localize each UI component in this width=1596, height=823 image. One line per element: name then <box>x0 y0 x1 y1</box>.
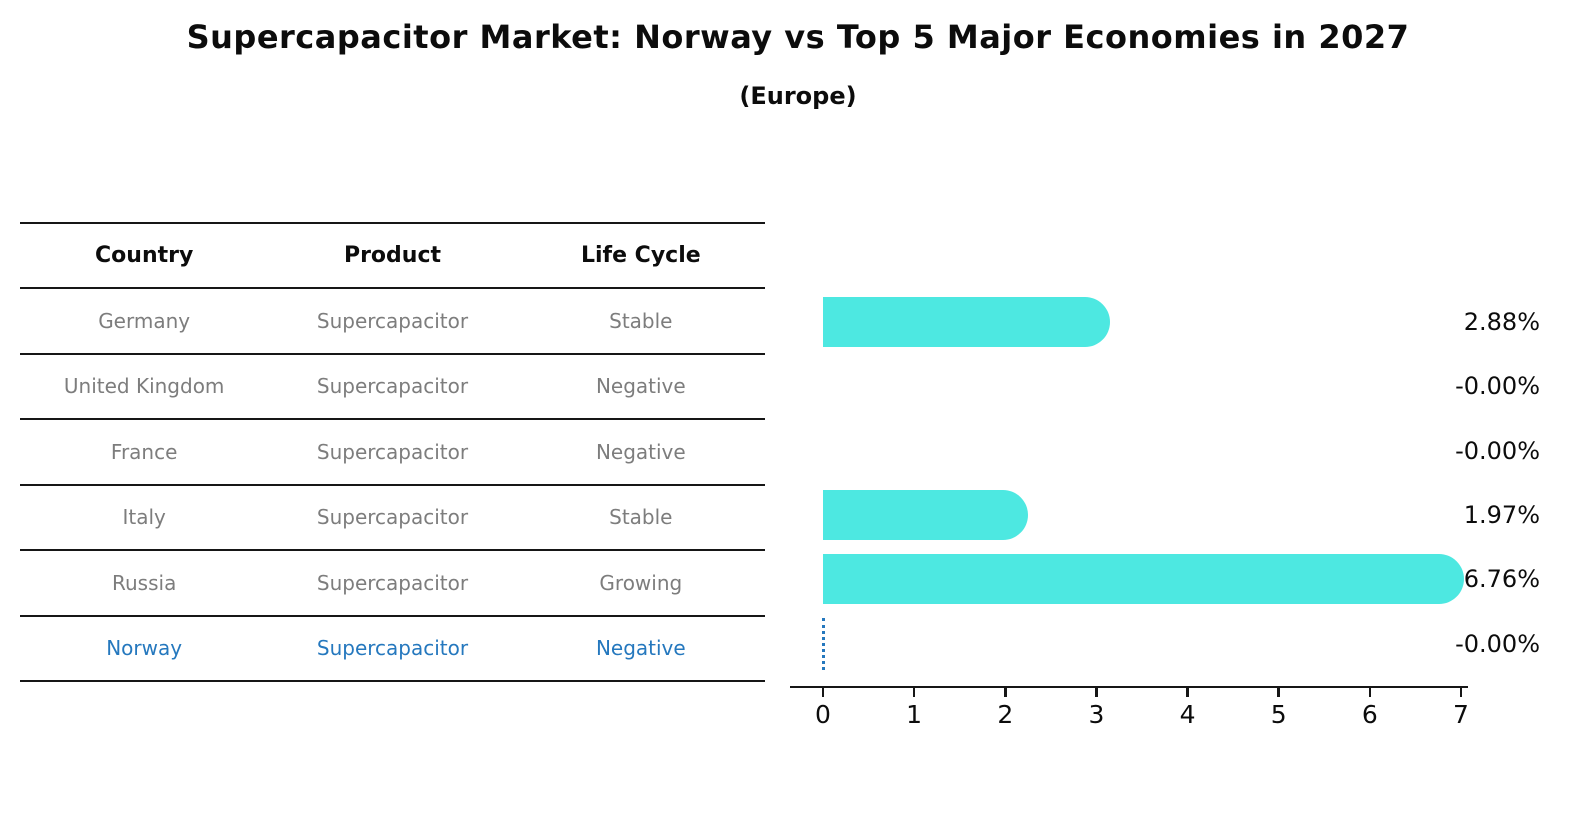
bar-italy <box>823 489 1028 540</box>
table-row: Germany Supercapacitor Stable <box>20 289 765 355</box>
x-axis-tick-label: 4 <box>1179 700 1196 729</box>
lifecycle-cell: Growing <box>599 570 683 595</box>
bar-russia <box>823 554 1465 605</box>
x-axis-tick-label: 1 <box>906 700 923 729</box>
x-axis-tick-label: 2 <box>997 700 1014 729</box>
chart-title: Supercapacitor Market: Norway vs Top 5 M… <box>186 18 1410 56</box>
table-row: Italy Supercapacitor Stable <box>20 486 765 551</box>
x-axis-tick <box>912 688 916 697</box>
country-table: Country Product Life Cycle Germany Super… <box>20 222 765 682</box>
x-axis-tick <box>1095 688 1098 697</box>
column-header-country: Country <box>95 243 194 268</box>
x-axis-tick <box>1459 688 1463 697</box>
lifecycle-cell: Negative <box>595 439 686 464</box>
lifecycle-cell: Negative <box>595 636 686 661</box>
product-cell: Supercapacitor <box>316 439 469 464</box>
norway-zero-marker <box>821 617 825 670</box>
plot-area <box>790 290 1468 688</box>
country-cell: Russia <box>112 570 177 595</box>
x-axis-tick-label: 6 <box>1361 700 1378 729</box>
chart-subtitle: (Europe) <box>739 82 857 110</box>
product-cell: Supercapacitor <box>316 570 469 595</box>
x-axis-tick <box>1004 688 1007 697</box>
column-header-product: Product <box>343 243 442 268</box>
product-cell: Supercapacitor <box>316 308 469 333</box>
x-axis-tick <box>821 688 825 697</box>
product-cell: Supercapacitor <box>316 374 469 399</box>
country-cell: Norway <box>106 636 183 661</box>
product-cell: Supercapacitor <box>316 636 469 661</box>
lifecycle-cell: Stable <box>609 505 673 530</box>
x-axis-tick-label: 7 <box>1453 700 1469 729</box>
table-row: Norway Supercapacitor Negative <box>20 617 765 682</box>
table-header-row: Country Product Life Cycle <box>20 222 765 289</box>
x-axis-tick <box>1277 688 1280 697</box>
table-row: France Supercapacitor Negative <box>20 420 765 486</box>
product-cell: Supercapacitor <box>316 505 469 530</box>
x-axis-tick-label: 3 <box>1088 700 1105 729</box>
table-row: Russia Supercapacitor Growing <box>20 551 765 617</box>
country-cell: Germany <box>98 308 191 333</box>
x-axis-tick <box>1368 688 1372 697</box>
x-axis-tick-label: 5 <box>1270 700 1287 729</box>
column-header-lifecycle: Life Cycle <box>580 243 701 268</box>
country-cell: United Kingdom <box>63 374 225 399</box>
table-body: Germany Supercapacitor Stable United Kin… <box>20 289 765 682</box>
table-row: United Kingdom Supercapacitor Negative <box>20 355 765 420</box>
country-cell: France <box>110 439 178 464</box>
lifecycle-cell: Negative <box>595 374 686 399</box>
bar-germany <box>823 297 1111 347</box>
x-axis-tick-label: 0 <box>815 700 831 729</box>
country-cell: Italy <box>122 505 166 530</box>
x-axis-tick <box>1186 688 1189 697</box>
lifecycle-cell: Stable <box>609 308 673 333</box>
bar-chart: 0 1 2 3 4 5 6 7 <box>790 290 1469 750</box>
